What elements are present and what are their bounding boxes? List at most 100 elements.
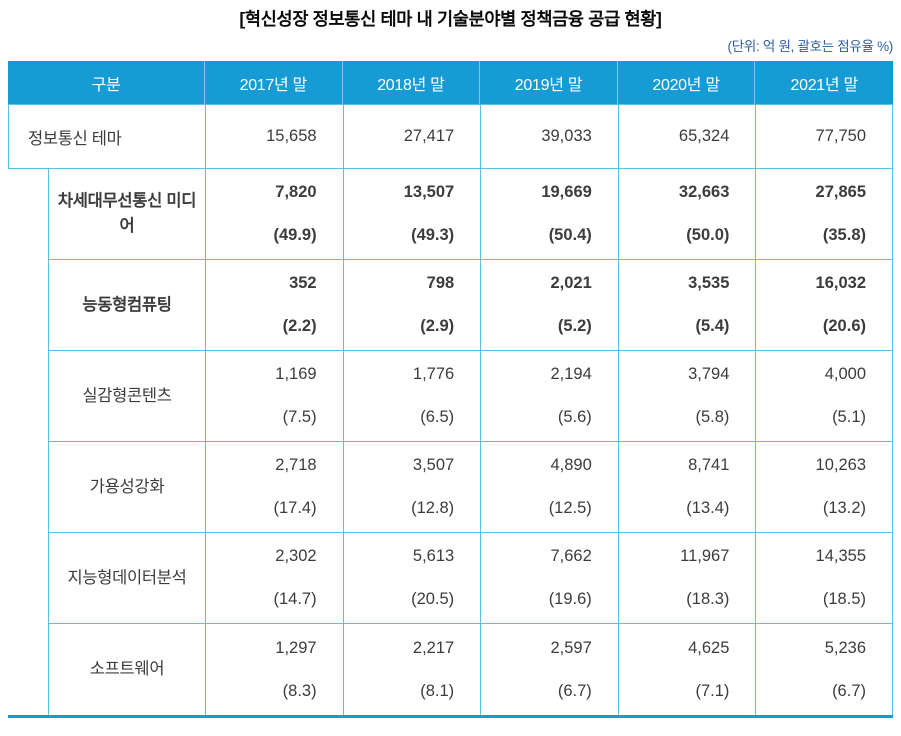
column-header-2019: 2019년 말 [480, 61, 618, 104]
cell-share: (50.0) [686, 226, 730, 244]
table-row: 가용성강화 2,718 (17.4) 3,507 (12.8) 4,890 (1… [8, 442, 893, 533]
cell-value: 3,794 [688, 365, 730, 383]
table-cell: 798 (2.9) [342, 260, 481, 351]
cell-value: 13,507 [403, 183, 455, 201]
table-cell: 2,302 (14.7) [205, 533, 343, 624]
table-cell: 5,236 (6.7) [755, 624, 893, 715]
table-cell: 1,776 (6.5) [342, 351, 481, 442]
cell-value: 4,625 [688, 638, 730, 657]
table-cell: 1,297 (8.3) [205, 624, 343, 715]
table-cell: 65,324 [617, 105, 756, 169]
table-cell: 27,865 (35.8) [755, 169, 893, 260]
cell-share: (2.2) [282, 317, 317, 335]
table-cell: 4,000 (5.1) [755, 351, 893, 442]
cell-value: 1,776 [412, 365, 455, 383]
cell-value: 2,217 [412, 638, 455, 657]
table-cell: 27,417 [342, 105, 481, 169]
table-header-row: 구분 2017년 말 2018년 말 2019년 말 2020년 말 2021년… [8, 61, 893, 105]
cell-share: (5.6) [557, 408, 592, 426]
cell-share: (18.5) [822, 590, 866, 608]
table-cell: 7,662 (19.6) [480, 533, 618, 624]
cell-value: 19,669 [541, 183, 592, 201]
page-title: [혁신성장 정보통신 테마 내 기술분야별 정책금융 공급 현황] [239, 9, 662, 29]
cell-share: (7.5) [282, 408, 317, 426]
cell-share: (6.7) [832, 681, 866, 700]
cell-share: (5.2) [557, 317, 592, 335]
table-row: 지능형데이터분석 2,302 (14.7) 5,613 (20.5) 7,662… [8, 533, 893, 624]
table-row: 소프트웨어 1,297 (8.3) 2,217 (8.1) 2,597 (6.7… [8, 624, 893, 715]
table-cell: 19,669 (50.4) [480, 169, 618, 260]
cell-value: 8,741 [688, 456, 730, 474]
indent-gutter [8, 533, 48, 624]
row-label: 차세대무선통신 미디어 [48, 169, 205, 260]
table-cell: 4,625 (7.1) [617, 624, 756, 715]
cell-value: 1,169 [275, 365, 317, 383]
table-row: 차세대무선통신 미디어 7,820 (49.9) 13,507 (49.3) 1… [8, 169, 893, 260]
cell-value: 4,000 [824, 365, 866, 383]
cell-share: (18.3) [686, 590, 730, 608]
cell-share: (14.7) [273, 590, 317, 608]
table-cell: 4,890 (12.5) [480, 442, 618, 533]
cell-value: 7,820 [275, 183, 317, 201]
table-cell: 2,718 (17.4) [205, 442, 343, 533]
table-cell: 16,032 (20.6) [755, 260, 893, 351]
cell-value: 27,865 [815, 183, 866, 201]
cell-value: 2,597 [550, 638, 592, 657]
indent-gutter [8, 260, 48, 351]
table-cell: 1,169 (7.5) [205, 351, 343, 442]
table-row: 실감형콘텐츠 1,169 (7.5) 1,776 (6.5) 2,194 (5.… [8, 351, 893, 442]
row-label: 소프트웨어 [48, 624, 205, 715]
table-cell: 2,194 (5.6) [480, 351, 618, 442]
cell-value: 798 [426, 274, 455, 292]
row-label: 정보통신 테마 [8, 105, 205, 169]
cell-value: 1,297 [275, 638, 317, 657]
cell-share: (13.2) [822, 499, 866, 517]
cell-share: (8.3) [282, 681, 317, 700]
cell-value: 27,417 [403, 127, 455, 145]
cell-value: 65,324 [678, 127, 730, 145]
cell-share: (12.8) [411, 499, 455, 517]
indent-gutter [8, 351, 48, 442]
cell-share: (49.3) [411, 226, 455, 244]
table-cell: 352 (2.2) [205, 260, 343, 351]
table-cell: 8,741 (13.4) [617, 442, 756, 533]
table-cell: 3,535 (5.4) [617, 260, 756, 351]
cell-value: 32,663 [678, 183, 730, 201]
cell-value: 2,021 [550, 274, 592, 292]
indent-gutter [8, 169, 48, 260]
cell-share: (6.7) [557, 681, 592, 700]
cell-share: (13.4) [686, 499, 730, 517]
policy-finance-table: 구분 2017년 말 2018년 말 2019년 말 2020년 말 2021년… [8, 61, 893, 718]
unit-note: (단위: 억 원, 괄호는 점유율 %) [727, 39, 894, 54]
cell-value: 77,750 [815, 127, 866, 145]
cell-share: (8.1) [420, 681, 455, 700]
column-header-2020: 2020년 말 [618, 61, 756, 104]
cell-share: (5.1) [832, 408, 866, 426]
cell-value: 39,033 [541, 127, 592, 145]
cell-share: (2.9) [420, 317, 455, 335]
row-label: 지능형데이터분석 [48, 533, 205, 624]
cell-share: (5.4) [695, 317, 730, 335]
cell-share: (49.9) [273, 226, 317, 244]
cell-value: 10,263 [815, 456, 866, 474]
table-cell: 2,217 (8.1) [342, 624, 481, 715]
cell-value: 352 [289, 274, 317, 292]
table-cell: 2,597 (6.7) [480, 624, 618, 715]
cell-share: (35.8) [822, 226, 866, 244]
table-cell: 11,967 (18.3) [617, 533, 756, 624]
indent-gutter [8, 442, 48, 533]
table-cell: 14,355 (18.5) [755, 533, 893, 624]
cell-value: 2,718 [275, 456, 317, 474]
column-header-category: 구분 [8, 61, 205, 104]
cell-value: 3,507 [412, 456, 455, 474]
cell-share: (20.6) [822, 317, 866, 335]
cell-share: (50.4) [548, 226, 592, 244]
cell-share: (20.5) [411, 590, 455, 608]
cell-share: (12.5) [548, 499, 592, 517]
cell-value: 14,355 [815, 547, 866, 565]
table-cell: 39,033 [480, 105, 618, 169]
column-header-2021: 2021년 말 [790, 76, 859, 94]
table-cell: 77,750 [755, 105, 893, 169]
column-header-2018: 2018년 말 [343, 61, 481, 104]
